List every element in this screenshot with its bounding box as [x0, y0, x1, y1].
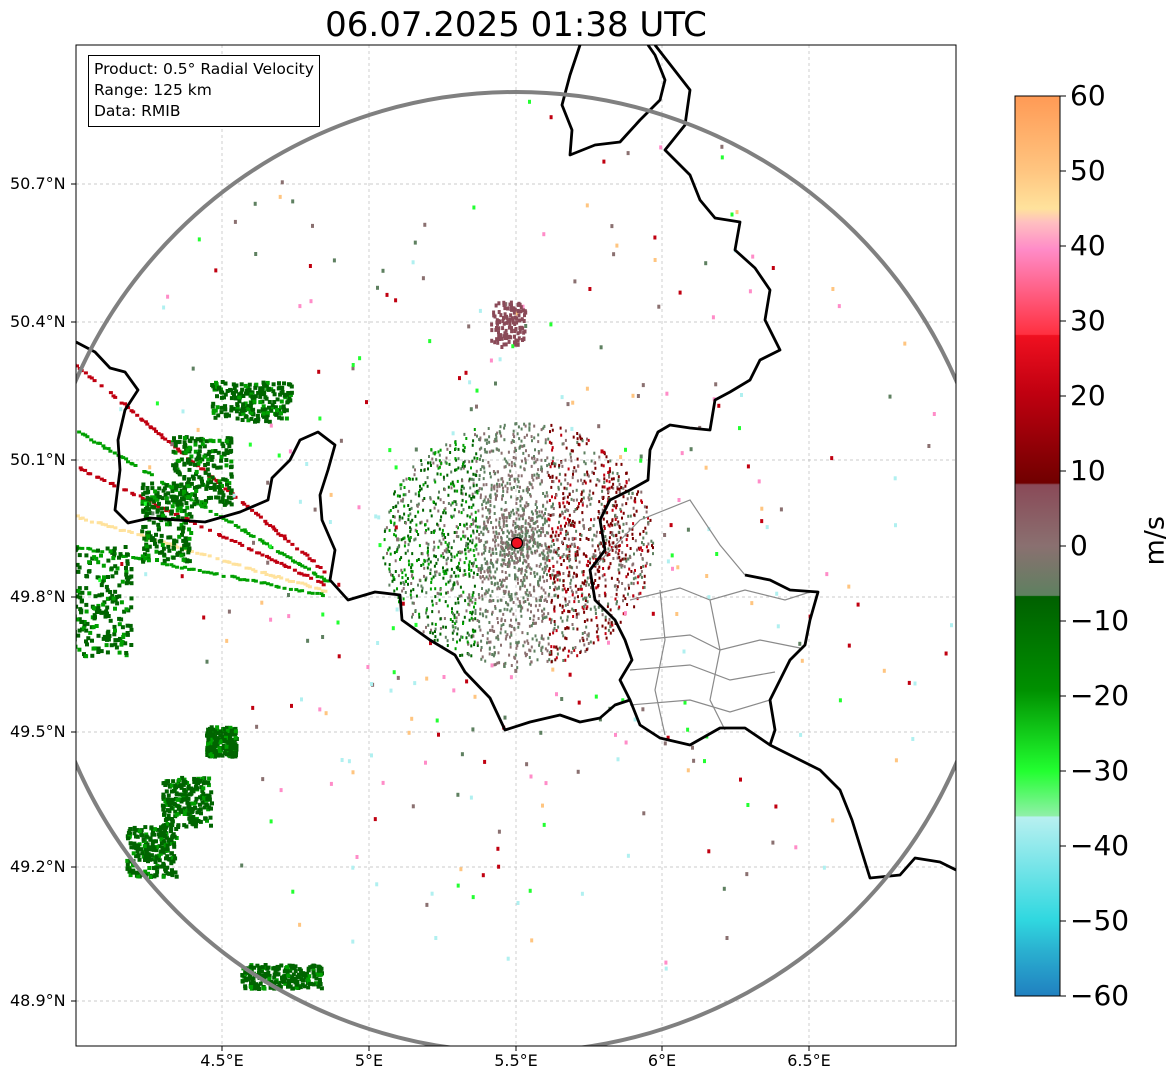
lat-label: 50.7°N: [10, 174, 66, 193]
radar-echoes: [76, 99, 953, 991]
info-data-source: Data: RMIB: [94, 102, 181, 120]
colorbar-tick-label: −60: [1070, 979, 1130, 1012]
lon-label: 6°E: [647, 1051, 677, 1070]
lon-label: 4.5°E: [200, 1051, 244, 1070]
colorbar-tick-label: 0: [1070, 529, 1088, 562]
colorbar-tick-label: −40: [1070, 829, 1130, 862]
info-product: Product: 0.5° Radial Velocity: [94, 60, 314, 78]
lat-label: 49.5°N: [10, 722, 66, 741]
colorbar-tick-label: 60: [1070, 79, 1106, 112]
range-ring: [76, 90, 956, 1046]
info-range: Range: 125 km: [94, 81, 212, 99]
colorbar: [1014, 95, 1061, 997]
national-borders: [76, 45, 956, 880]
lat-label: 50.1°N: [10, 450, 66, 469]
map-title: 06.07.2025 01:38 UTC: [325, 5, 707, 45]
lon-label: 5.5°E: [494, 1051, 538, 1070]
colorbar-tick-label: 10: [1070, 454, 1106, 487]
axis-ticks: [71, 183, 810, 1051]
colorbar-tick-label: −20: [1070, 679, 1130, 712]
info-box: Product: 0.5° Radial Velocity Range: 125…: [88, 55, 320, 127]
colorbar-unit-label: m/s: [1139, 516, 1171, 566]
lon-label: 6.5°E: [787, 1051, 831, 1070]
lat-label: 49.2°N: [10, 857, 66, 876]
radar-site-marker: [510, 536, 524, 550]
colorbar-ticks: [1060, 95, 1066, 997]
province-borders: [594, 499, 811, 736]
colorbar-tick-label: −30: [1070, 754, 1130, 787]
colorbar-tick-label: 50: [1070, 154, 1106, 187]
colorbar-tick-label: 30: [1070, 304, 1106, 337]
lon-label: 5°E: [354, 1051, 384, 1070]
colorbar-tick-label: 40: [1070, 229, 1106, 262]
lat-label: 48.9°N: [10, 991, 66, 1010]
lat-label: 50.4°N: [10, 312, 66, 331]
colorbar-tick-label: 20: [1070, 379, 1106, 412]
colorbar-tick-label: −50: [1070, 904, 1130, 937]
lat-label: 49.8°N: [10, 587, 66, 606]
colorbar-tick-label: −10: [1070, 604, 1130, 637]
